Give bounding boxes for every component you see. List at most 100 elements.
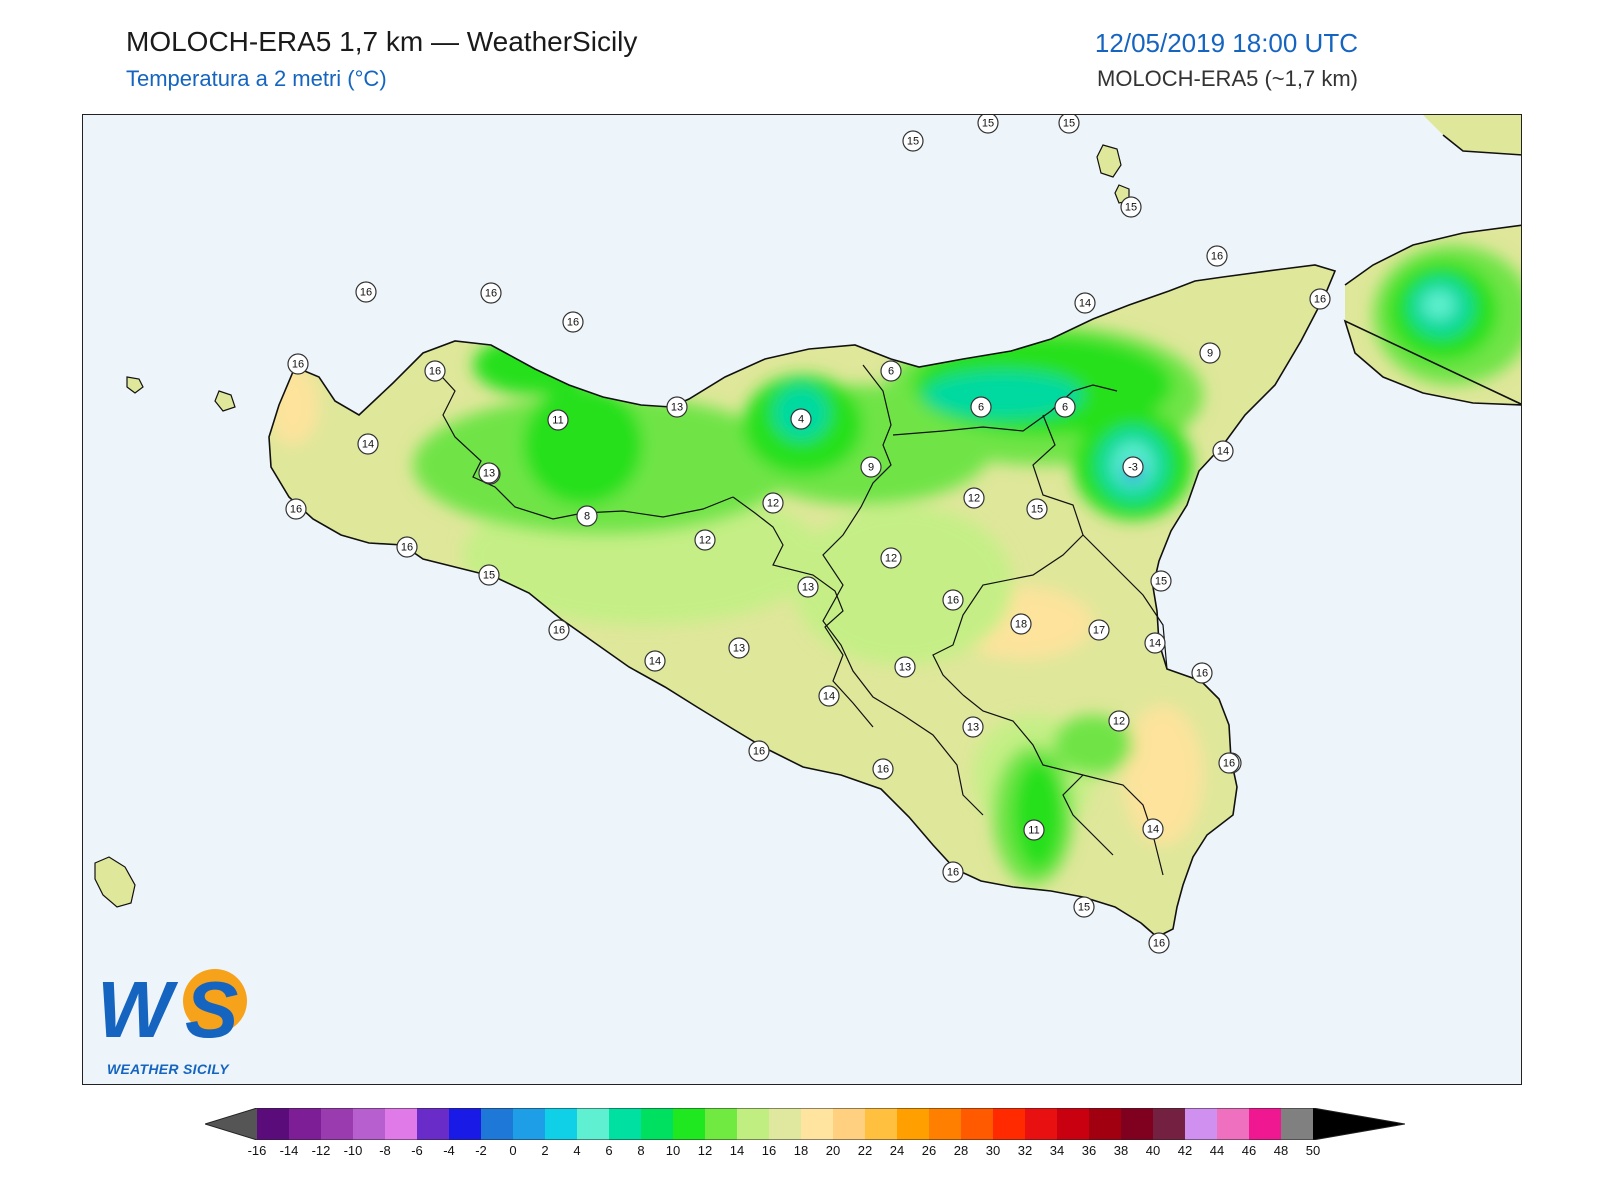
station-label: 16	[285, 498, 307, 520]
svg-text:11: 11	[552, 415, 563, 427]
station-label: 12	[880, 547, 902, 569]
colorbar-tick-label: 36	[1081, 1143, 1097, 1158]
colorbar-tick-label: 10	[665, 1143, 681, 1158]
station-label: 16	[942, 589, 964, 611]
station-label: 16	[424, 360, 446, 382]
svg-text:13: 13	[671, 402, 683, 414]
svg-text:14: 14	[1147, 824, 1159, 836]
station-label: 16	[1218, 752, 1240, 774]
colorbar-swatch	[801, 1108, 834, 1140]
colorbar-tick-label: 26	[921, 1143, 937, 1158]
svg-text:9: 9	[1207, 348, 1213, 360]
temperature-map[interactable]: 15 15 15 15 16 16 16 16 16 14 16 15 16 16 16 9 14 6 6 6 13 4 1…	[82, 114, 1522, 1085]
station-label: 11	[547, 409, 569, 431]
station-label: 15	[1073, 896, 1095, 918]
colorbar-tick-label: 16	[761, 1143, 777, 1158]
colorbar-tick-label: 28	[953, 1143, 969, 1158]
station-label: 17	[1088, 619, 1110, 641]
logo-wordmark: WEATHER SICILY	[107, 1061, 229, 1077]
colorbar-tick-label: -2	[475, 1143, 487, 1158]
station-label: 14	[818, 685, 840, 707]
station-label: 16	[396, 536, 418, 558]
colorbar-tick-label: 0	[509, 1143, 517, 1158]
svg-text:15: 15	[1031, 504, 1043, 516]
station-label: 6	[970, 396, 992, 418]
svg-text:15: 15	[1063, 118, 1075, 130]
colorbar-tick-label: -12	[311, 1143, 331, 1158]
colorbar-swatch	[641, 1108, 674, 1140]
colorbar-tick-label: -8	[379, 1143, 391, 1158]
svg-text:16: 16	[567, 317, 579, 329]
colorbar-swatch	[833, 1108, 866, 1140]
colorbar-swatch	[1217, 1108, 1250, 1140]
svg-text:6: 6	[1062, 402, 1068, 414]
svg-text:W: W	[97, 965, 179, 1054]
svg-text:16: 16	[877, 764, 889, 776]
station-label: 14	[357, 433, 379, 455]
svg-text:15: 15	[1155, 576, 1167, 588]
map-canvas: 15 15 15 15 16 16 16 16 16 14 16 15 16 16 16 9 14 6 6 6 13 4 1…	[83, 115, 1521, 1084]
svg-text:15: 15	[1078, 902, 1090, 914]
colorbar-swatch	[993, 1108, 1026, 1140]
station-label: 18	[1010, 613, 1032, 635]
station-label: 9	[1199, 342, 1221, 364]
station-label: 6	[880, 360, 902, 382]
colorbar-swatch	[321, 1108, 354, 1140]
station-label: 16	[480, 282, 502, 304]
station-label: 13	[478, 462, 500, 484]
svg-text:14: 14	[1149, 638, 1161, 650]
colorbar-swatch	[385, 1108, 418, 1140]
colorbar	[205, 1108, 1405, 1140]
svg-text:16: 16	[1196, 668, 1208, 680]
station-label: 13	[797, 576, 819, 598]
colorbar-ticks: -16 -14 -12 -10 -8 -6 -4 -2 0 2 4 6 8 10 12 14 16 18 20 22 2…	[205, 1143, 1405, 1161]
colorbar-swatch	[865, 1108, 898, 1140]
colorbar-tick-label: 30	[985, 1143, 1001, 1158]
colorbar-tick-label: 18	[793, 1143, 809, 1158]
station-label: 15	[902, 130, 924, 152]
colorbar-swatch	[481, 1108, 514, 1140]
station-label: 14	[1074, 292, 1096, 314]
colorbar-swatch	[609, 1108, 642, 1140]
colorbar-tick-label: 6	[605, 1143, 613, 1158]
station-label: 16	[355, 281, 377, 303]
station-label: 15	[478, 564, 500, 586]
sicily-coastline	[268, 264, 1337, 938]
svg-text:16: 16	[1211, 251, 1223, 263]
svg-text:16: 16	[1153, 938, 1165, 950]
station-label: 13	[894, 656, 916, 678]
colorbar-under-arrow	[205, 1108, 257, 1140]
colorbar-tick-label: -16	[247, 1143, 267, 1158]
svg-text:13: 13	[802, 582, 814, 594]
station-label: -3	[1122, 456, 1144, 478]
svg-text:16: 16	[290, 504, 302, 516]
station-label: 16	[1191, 662, 1213, 684]
colorbar-tick-label: -14	[279, 1143, 299, 1158]
svg-text:15: 15	[483, 570, 495, 582]
colorbar-swatch	[1057, 1108, 1090, 1140]
colorbar-tick-label: 44	[1209, 1143, 1225, 1158]
colorbar-tick-label: 48	[1273, 1143, 1289, 1158]
svg-text:-3: -3	[1128, 462, 1138, 474]
colorbar-swatch	[577, 1108, 610, 1140]
station-label: 15	[1120, 196, 1142, 218]
colorbar-swatch	[673, 1108, 706, 1140]
svg-text:14: 14	[823, 691, 835, 703]
station-label: 14	[644, 650, 666, 672]
colorbar-tick-label: 24	[889, 1143, 905, 1158]
svg-text:14: 14	[649, 656, 661, 668]
station-label: 12	[694, 529, 716, 551]
colorbar-tick-label: 8	[637, 1143, 645, 1158]
valid-datetime: 12/05/2019 18:00 UTC	[1094, 28, 1358, 58]
svg-text:13: 13	[967, 722, 979, 734]
station-label: 16	[748, 740, 770, 762]
svg-text:13: 13	[483, 468, 495, 480]
calabria-coastline	[1343, 134, 1521, 406]
svg-text:15: 15	[907, 136, 919, 148]
station-label: 6	[1054, 396, 1076, 418]
svg-text:16: 16	[360, 287, 372, 299]
colorbar-swatch	[961, 1108, 994, 1140]
colorbar-tick-label: 20	[825, 1143, 841, 1158]
station-label: 12	[1108, 710, 1130, 732]
svg-text:16: 16	[292, 359, 304, 371]
